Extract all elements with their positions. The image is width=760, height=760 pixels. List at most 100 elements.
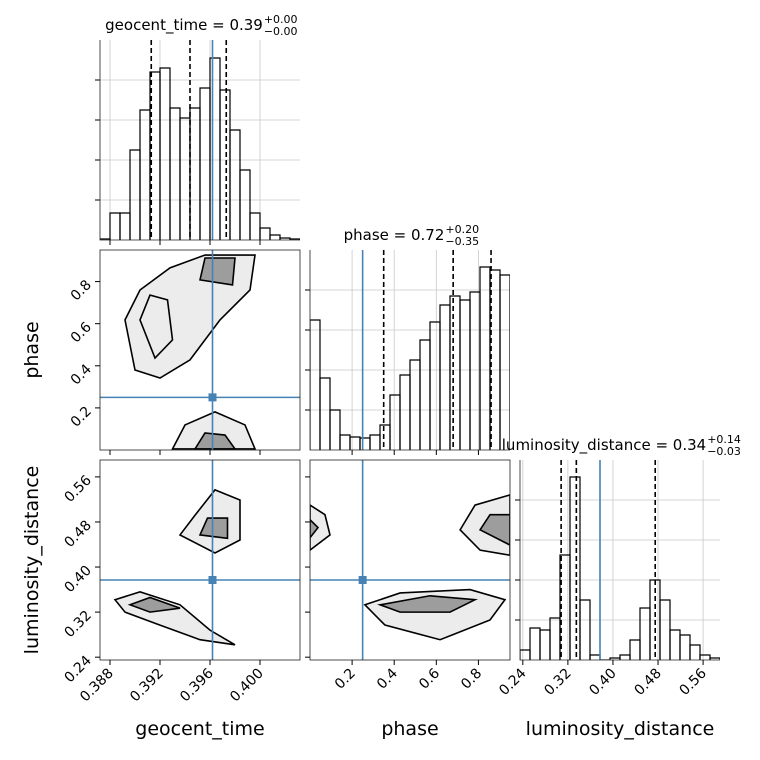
truth-marker [358, 576, 367, 584]
x-tick-label: 0.32 [541, 666, 574, 699]
x-tick-label: 0.400 [227, 666, 267, 706]
histogram-bin [589, 654, 601, 660]
histogram-bin [109, 212, 121, 240]
x-tick-label: 0.40 [586, 666, 619, 699]
axes-spines [309, 250, 510, 451]
panel-title: geocent_time = 0.39 [105, 16, 263, 35]
histogram-bin [199, 87, 211, 240]
x-tick-label: 0.4 [374, 665, 401, 692]
histogram-bin [310, 319, 321, 450]
x-tick-label: 0.8 [458, 666, 485, 693]
title-upper: +0.00 [264, 13, 298, 26]
histogram-bin [389, 394, 401, 450]
histogram-bin [209, 57, 221, 240]
histogram-bin [529, 627, 541, 660]
x-axis-label: phase [381, 718, 438, 740]
histogram-bin [169, 107, 181, 240]
axes-spines [519, 460, 720, 661]
contour [139, 294, 174, 360]
histogram-bin [689, 644, 701, 660]
histogram-bin [499, 274, 510, 450]
truth-marker [208, 576, 217, 584]
x-tick-label: 0.56 [677, 665, 710, 698]
y-tick-label: 0.48 [61, 517, 94, 550]
panel [520, 460, 720, 660]
x-tick-label: 0.2 [332, 666, 359, 693]
histogram-bin [319, 377, 331, 450]
histogram-bin [659, 599, 671, 660]
histogram-bin [709, 657, 720, 660]
histogram-bin [679, 634, 691, 660]
histogram-bin [179, 117, 191, 240]
histogram-bin [629, 639, 641, 660]
histogram-bin [579, 599, 591, 660]
panel-title: luminosity_distance = 0.34 [502, 436, 706, 455]
contour [478, 513, 510, 546]
x-tick-label: 0.6 [416, 665, 443, 692]
histogram-bin [569, 476, 581, 660]
panel-frame [309, 459, 511, 661]
histogram-bin [419, 339, 431, 450]
histogram-bin [479, 266, 491, 450]
histogram-bin [539, 629, 551, 660]
histogram-bin [129, 149, 141, 240]
histogram-bin [449, 295, 461, 450]
title-upper: +0.14 [707, 433, 741, 446]
x-tick-label: 0.48 [632, 666, 665, 699]
panel-frame [99, 249, 301, 451]
y-tick-label: 0.2 [68, 403, 95, 430]
histogram-bin [329, 409, 341, 450]
histogram-bin [189, 107, 201, 240]
histogram-bin [439, 304, 451, 450]
contour [310, 518, 320, 540]
y-tick-label: 0.32 [61, 608, 94, 641]
histogram-bin [399, 374, 411, 450]
histogram-bin [269, 234, 281, 240]
histogram-bin [459, 299, 471, 450]
x-tick-label: 0.396 [177, 665, 217, 705]
histogram-bin [369, 434, 381, 450]
title-lower: −0.03 [707, 445, 741, 458]
histogram-bin [699, 654, 711, 660]
histogram-bin [520, 649, 531, 660]
contour [127, 596, 181, 613]
histogram-bin [379, 424, 391, 450]
histogram-bin [229, 129, 241, 240]
y-tick-label: 0.4 [68, 361, 95, 388]
panel [100, 460, 300, 660]
histogram-bin [259, 227, 271, 240]
histogram-bin [549, 617, 561, 660]
contour [113, 590, 236, 646]
y-tick-label: 0.56 [61, 472, 94, 505]
panel-title: phase = 0.72 [344, 226, 445, 244]
panel [100, 40, 300, 240]
histogram-bin [159, 67, 171, 240]
contour [171, 411, 257, 450]
contour [377, 594, 478, 613]
contour [193, 432, 237, 450]
histogram-bin [339, 434, 351, 450]
x-axis-label: geocent_time [135, 718, 264, 740]
histogram-bin [429, 321, 441, 450]
histogram-bin [239, 169, 251, 240]
x-axis-label: luminosity_distance [526, 718, 715, 740]
x-tick-label: 0.24 [496, 665, 529, 698]
histogram-bin [119, 212, 131, 240]
y-tick-label: 0.8 [68, 277, 95, 304]
histogram-bin [619, 654, 631, 660]
y-tick-label: 0.40 [61, 563, 94, 596]
axes-spines [99, 40, 300, 241]
contour [310, 504, 331, 552]
panel [100, 250, 300, 450]
histogram-bin [409, 359, 421, 450]
panel [310, 460, 510, 660]
y-tick-label: 0.6 [68, 319, 95, 346]
title-upper: +0.20 [445, 223, 479, 236]
histogram-bin [139, 109, 151, 240]
histogram-bin [669, 629, 681, 660]
histogram-bin [359, 437, 371, 450]
y-axis-label: phase [21, 321, 43, 378]
histogram-bin [639, 607, 651, 660]
truth-marker [208, 393, 217, 402]
